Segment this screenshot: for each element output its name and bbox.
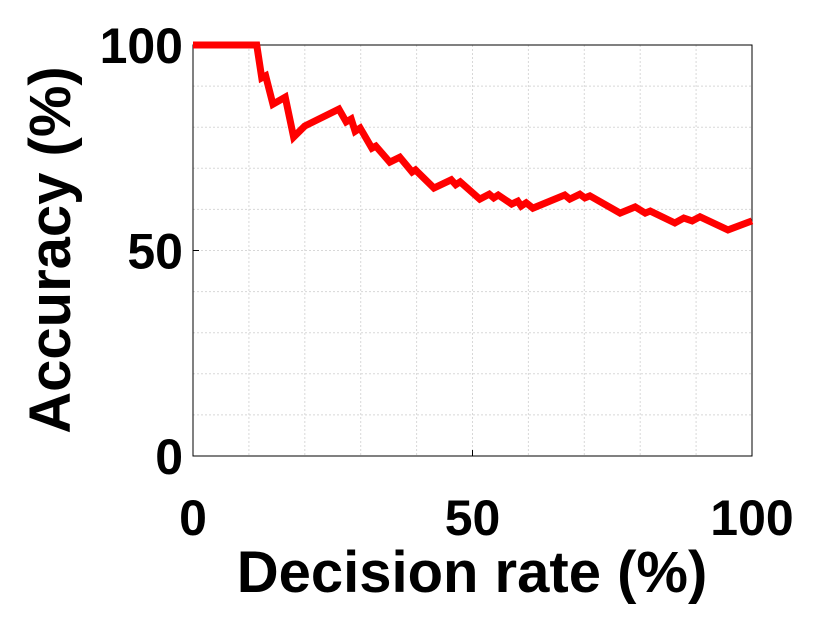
x-tick-label: 50 [445,490,501,546]
y-tick-label: 50 [127,224,183,280]
y-tick-label: 100 [100,18,183,74]
y-axis-title: Accuracy (%) [18,66,83,433]
data-line [193,41,754,234]
y-tick-label: 0 [155,429,183,485]
x-tick-label: 100 [710,490,793,546]
x-tick-label: 0 [179,490,207,546]
x-axis-title: Decision rate (%) [237,540,708,605]
